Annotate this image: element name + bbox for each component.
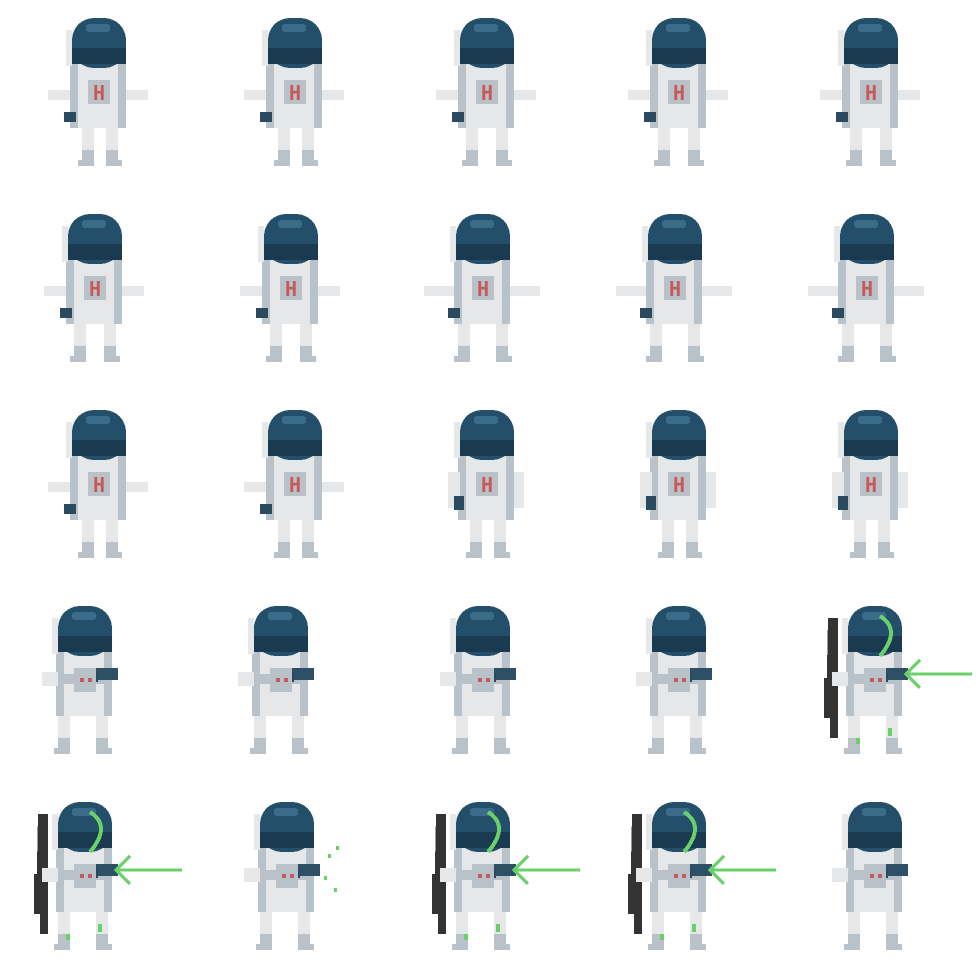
legs <box>462 118 512 166</box>
sprite-frame-24 <box>588 784 784 980</box>
astronaut-sprite <box>244 802 339 950</box>
legs <box>466 510 510 558</box>
astronaut-sprite: H <box>48 18 148 166</box>
astronaut-sprite <box>440 606 516 754</box>
legs <box>846 118 896 166</box>
legs <box>838 314 896 362</box>
astronaut-sprite: H <box>244 410 344 558</box>
legs <box>54 706 112 754</box>
badge-letter: H <box>673 473 685 497</box>
sprite-frame-21 <box>0 784 196 980</box>
sprite-frame-5: H <box>784 0 980 196</box>
sprite-frame-3: H <box>392 0 588 196</box>
badge-letter: H <box>865 81 877 105</box>
sprite-frame-8: H <box>392 196 588 392</box>
astronaut-sprite: H <box>820 18 920 166</box>
astronaut-sprite <box>238 606 314 754</box>
legs <box>78 510 122 558</box>
sprite-frame-11: H <box>0 392 196 588</box>
legs <box>452 706 510 754</box>
sprite-frame-2: H <box>196 0 392 196</box>
astronaut-sprite <box>824 606 972 754</box>
badge-letter: H <box>89 277 101 301</box>
astronaut-sprite: H <box>808 214 924 362</box>
legs <box>844 902 902 950</box>
astronaut-sprite: H <box>48 410 148 558</box>
sprite-frame-12: H <box>196 392 392 588</box>
legs <box>654 118 704 166</box>
legs <box>648 706 706 754</box>
sprite-frame-16 <box>0 588 196 784</box>
sprite-frame-14: H <box>588 392 784 588</box>
astronaut-sprite: H <box>640 410 716 558</box>
astronaut-sprite <box>42 606 118 754</box>
astronaut-sprite <box>628 802 776 950</box>
astronaut-sprite <box>832 802 908 950</box>
legs <box>850 510 894 558</box>
legs <box>274 510 318 558</box>
legs <box>250 706 308 754</box>
sprite-frame-17 <box>196 588 392 784</box>
legs <box>658 510 702 558</box>
astronaut-sprite <box>34 802 182 950</box>
sprite-frame-18 <box>392 588 588 784</box>
legs <box>266 314 316 362</box>
badge-letter: H <box>481 81 493 105</box>
sprite-frame-7: H <box>196 196 392 392</box>
badge-letter: H <box>289 81 301 105</box>
sprite-frame-20 <box>784 588 980 784</box>
sprite-frame-25 <box>784 784 980 980</box>
legs <box>256 902 314 950</box>
sprite-frame-22 <box>196 784 392 980</box>
astronaut-sprite: H <box>616 214 732 362</box>
astronaut-sprite: H <box>628 18 728 166</box>
badge-letter: H <box>861 277 873 301</box>
sprite-frame-19 <box>588 588 784 784</box>
sprite-frame-6: H <box>0 196 196 392</box>
badge-letter: H <box>865 473 877 497</box>
legs <box>70 314 120 362</box>
legs <box>78 118 122 166</box>
astronaut-sprite <box>636 606 712 754</box>
legs <box>274 118 318 166</box>
badge-letter: H <box>289 473 301 497</box>
sprite-frame-1: H <box>0 0 196 196</box>
astronaut-sprite: H <box>244 18 344 166</box>
sprite-frame-13: H <box>392 392 588 588</box>
legs <box>454 314 512 362</box>
badge-letter: H <box>673 81 685 105</box>
astronaut-sprite: H <box>240 214 340 362</box>
sprite-frame-4: H <box>588 0 784 196</box>
astronaut-sprite: H <box>44 214 144 362</box>
astronaut-sprite: H <box>832 410 908 558</box>
badge-letter: H <box>481 473 493 497</box>
badge-letter: H <box>477 277 489 301</box>
astronaut-sprite: H <box>448 410 524 558</box>
sprite-frame-15: H <box>784 392 980 588</box>
astronaut-sprite <box>432 802 580 950</box>
sprite-frame-9: H <box>588 196 784 392</box>
badge-letter: H <box>285 277 297 301</box>
legs <box>646 314 704 362</box>
badge-letter: H <box>93 81 105 105</box>
badge-letter: H <box>669 277 681 301</box>
astronaut-sprite: H <box>424 214 540 362</box>
sprite-frame-10: H <box>784 196 980 392</box>
sprite-frame-23 <box>392 784 588 980</box>
badge-letter: H <box>93 473 105 497</box>
astronaut-sprite: H <box>436 18 536 166</box>
